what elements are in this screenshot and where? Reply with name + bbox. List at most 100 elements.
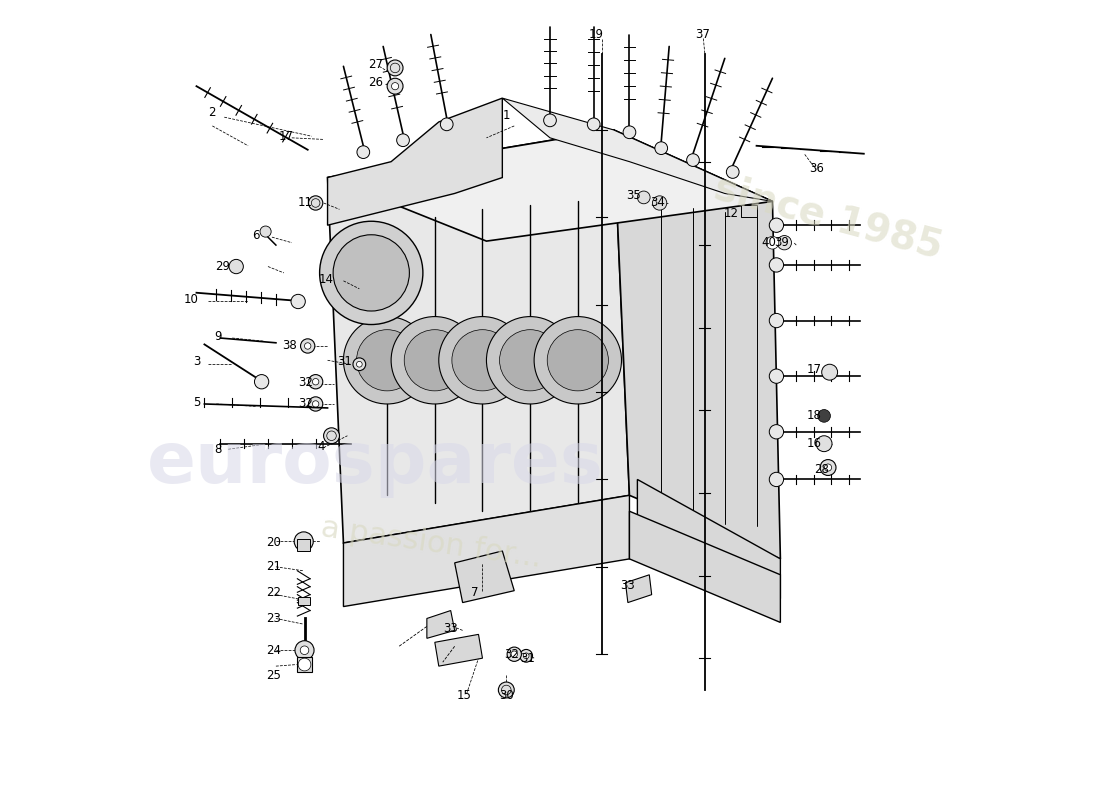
- Circle shape: [623, 126, 636, 138]
- Text: 32: 32: [505, 648, 519, 661]
- Circle shape: [392, 82, 398, 90]
- Bar: [740, 206, 757, 218]
- Circle shape: [512, 651, 517, 658]
- Circle shape: [486, 317, 574, 404]
- Circle shape: [654, 142, 668, 154]
- Circle shape: [356, 362, 362, 367]
- Circle shape: [333, 234, 409, 311]
- Circle shape: [397, 134, 409, 146]
- Text: 10: 10: [184, 293, 198, 306]
- Circle shape: [587, 118, 601, 130]
- Circle shape: [726, 166, 739, 178]
- Circle shape: [440, 118, 453, 130]
- Circle shape: [308, 374, 322, 389]
- Circle shape: [343, 317, 431, 404]
- Circle shape: [535, 317, 622, 404]
- Text: 18: 18: [806, 410, 822, 422]
- Text: 40: 40: [761, 236, 776, 250]
- Polygon shape: [427, 610, 454, 638]
- Text: since 1985: since 1985: [710, 169, 946, 266]
- Text: 5: 5: [192, 396, 200, 409]
- Circle shape: [392, 317, 478, 404]
- Circle shape: [295, 641, 315, 660]
- Bar: [297, 658, 312, 672]
- Circle shape: [822, 364, 837, 380]
- Circle shape: [821, 459, 836, 475]
- Text: 12: 12: [724, 207, 738, 220]
- Polygon shape: [454, 551, 515, 602]
- Circle shape: [308, 196, 322, 210]
- Text: 1: 1: [503, 109, 510, 122]
- Text: 8: 8: [214, 442, 221, 456]
- Circle shape: [520, 650, 532, 662]
- Text: 36: 36: [808, 162, 824, 174]
- Text: 33: 33: [620, 578, 635, 592]
- Circle shape: [769, 314, 783, 328]
- Circle shape: [637, 191, 650, 204]
- Text: 31: 31: [338, 355, 352, 368]
- Text: 31: 31: [520, 652, 536, 665]
- Polygon shape: [626, 574, 651, 602]
- Text: 32: 32: [298, 398, 312, 410]
- Text: 3: 3: [192, 355, 200, 368]
- Circle shape: [358, 146, 370, 158]
- Circle shape: [254, 374, 268, 389]
- Circle shape: [547, 330, 608, 391]
- Circle shape: [652, 196, 667, 210]
- Text: 38: 38: [282, 339, 297, 353]
- Circle shape: [294, 532, 313, 551]
- Circle shape: [312, 401, 319, 407]
- Text: 14: 14: [319, 273, 333, 286]
- Text: a passion for...: a passion for...: [319, 513, 543, 573]
- Circle shape: [769, 218, 783, 232]
- Circle shape: [766, 236, 779, 249]
- Text: 7: 7: [471, 586, 478, 598]
- Text: 20: 20: [266, 537, 280, 550]
- Text: 30: 30: [499, 689, 514, 702]
- Text: 2: 2: [209, 106, 216, 119]
- Text: 28: 28: [814, 463, 829, 477]
- Polygon shape: [328, 130, 629, 543]
- Circle shape: [308, 397, 322, 411]
- Circle shape: [769, 472, 783, 486]
- Bar: [297, 539, 310, 551]
- Text: 6: 6: [252, 229, 260, 242]
- Circle shape: [356, 330, 418, 391]
- Circle shape: [825, 464, 832, 471]
- Text: 34: 34: [650, 197, 664, 210]
- Text: 35: 35: [626, 190, 641, 202]
- Circle shape: [320, 222, 422, 325]
- Circle shape: [260, 226, 272, 237]
- Circle shape: [312, 378, 319, 385]
- Text: 24: 24: [266, 644, 280, 657]
- Circle shape: [498, 682, 515, 698]
- Circle shape: [300, 646, 309, 654]
- Circle shape: [499, 330, 561, 391]
- Text: 15: 15: [456, 689, 472, 702]
- Circle shape: [229, 259, 243, 274]
- Circle shape: [769, 425, 783, 439]
- Polygon shape: [503, 98, 772, 202]
- Text: 25: 25: [266, 669, 280, 682]
- Text: 4: 4: [318, 439, 324, 453]
- Circle shape: [404, 330, 465, 391]
- Text: 32: 32: [298, 376, 312, 389]
- Text: 21: 21: [266, 560, 280, 574]
- Circle shape: [543, 114, 557, 126]
- Text: 29: 29: [216, 260, 230, 273]
- Circle shape: [300, 339, 315, 353]
- Circle shape: [817, 410, 830, 422]
- Circle shape: [452, 330, 513, 391]
- Text: eurospares: eurospares: [146, 429, 604, 498]
- Circle shape: [769, 258, 783, 272]
- Text: 23: 23: [266, 612, 280, 625]
- Bar: [298, 597, 310, 605]
- Circle shape: [769, 369, 783, 383]
- Circle shape: [387, 78, 403, 94]
- Circle shape: [524, 653, 529, 658]
- Circle shape: [387, 60, 403, 76]
- Polygon shape: [328, 98, 503, 226]
- Polygon shape: [637, 479, 780, 598]
- Circle shape: [323, 428, 340, 444]
- Text: 26: 26: [368, 76, 384, 89]
